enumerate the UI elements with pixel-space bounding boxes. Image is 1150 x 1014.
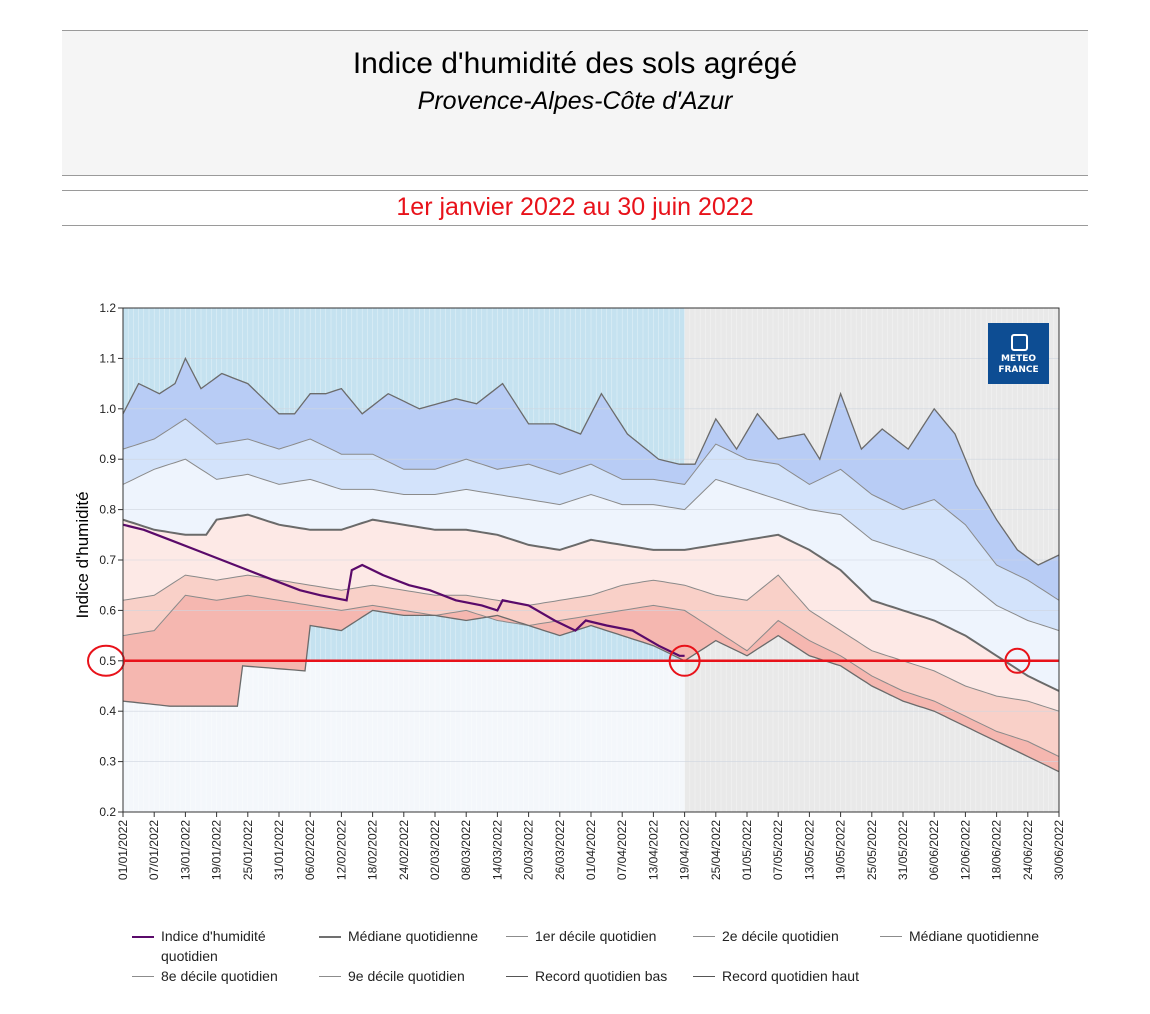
soil-moisture-chart: 0.2 0.3 0.4 0.5 0.6 0.7 0.8 0.9 1.0 1.1 1.2 01/01/2…	[73, 301, 1066, 880]
x-tick-label: 31/05/2022	[896, 820, 910, 880]
legend-label: 1er décile quotidien	[535, 928, 657, 944]
line-decile-8	[122, 458, 1060, 632]
x-tick-label: 02/03/2022	[428, 820, 442, 880]
x-tick-label: 13/04/2022	[646, 820, 660, 880]
legend-label: 8e décile quotidien	[161, 968, 278, 984]
x-tick-label: 01/01/2022	[116, 820, 130, 880]
y-tick-label: 0.3	[99, 755, 116, 769]
legend-label: Médiane quotidienne	[909, 928, 1039, 944]
legend-swatch	[693, 936, 715, 937]
line-daily-index	[122, 523, 685, 657]
x-tick-label: 31/01/2022	[272, 820, 286, 880]
legend-swatch	[506, 936, 528, 937]
band-d9-d8	[123, 418, 1059, 631]
x-tick-label: 19/04/2022	[678, 820, 692, 880]
meteo-france-emblem-icon	[1011, 334, 1028, 351]
line-median	[122, 513, 1060, 692]
x-tick-label: 24/06/2022	[1021, 820, 1035, 880]
band-median-d2	[123, 514, 1059, 712]
line-record-low	[122, 609, 1060, 773]
line-decile-9	[122, 418, 1060, 601]
x-tick-label: 07/05/2022	[771, 820, 785, 880]
x-tick-label: 18/06/2022	[990, 820, 1004, 880]
legend-label: 9e décile quotidien	[348, 968, 465, 984]
legend-swatch	[132, 936, 154, 938]
x-tick-label: 25/01/2022	[241, 820, 255, 880]
x-tick-label: 06/06/2022	[927, 820, 941, 880]
page-title: Indice d'humidité des sols agrégé	[352, 47, 798, 80]
x-tick-label: 19/05/2022	[834, 820, 848, 880]
y-tick-label: 1.2	[99, 301, 116, 315]
y-tick-label: 0.5	[99, 654, 116, 668]
legend-swatch	[880, 936, 902, 937]
x-tick-label: 08/03/2022	[459, 820, 473, 880]
y-tick-label: 0.7	[99, 553, 116, 567]
period-label: 1er janvier 2022 au 30 juin 2022	[396, 193, 754, 221]
period-panel: 1er janvier 2022 au 30 juin 2022	[62, 190, 1088, 226]
line-decile-1	[122, 594, 1060, 758]
legend-swatch	[319, 976, 341, 977]
line-record-high	[122, 356, 1060, 566]
y-tick-label: 0.9	[99, 452, 116, 466]
x-tick-label: 01/04/2022	[584, 820, 598, 880]
legend-swatch	[693, 976, 715, 977]
header-panel: Indice d'humidité des sols agrégé Proven…	[62, 30, 1088, 176]
x-tick-label: 25/05/2022	[865, 820, 879, 880]
legend-label: 2e décile quotidien	[722, 928, 839, 944]
x-tick-label: 07/04/2022	[615, 820, 629, 880]
highlight-circle	[1004, 647, 1031, 674]
y-axis-label: Indice d'humidité	[73, 491, 92, 618]
x-tick-label: 12/02/2022	[334, 820, 348, 880]
x-tick-label: 26/03/2022	[553, 820, 567, 880]
x-tick-label: 13/05/2022	[802, 820, 816, 880]
x-tick-label: 30/06/2022	[1052, 820, 1066, 880]
x-tick-label: 13/01/2022	[178, 820, 192, 880]
legend-swatch	[506, 976, 528, 977]
band-d1-record-low	[123, 595, 1059, 772]
logo-text-line2: FRANCE	[998, 365, 1039, 375]
x-tick-label: 12/06/2022	[958, 820, 972, 880]
legend-label: Indice d'humidité quotidien	[161, 928, 266, 964]
x-tick-label: 14/03/2022	[490, 820, 504, 880]
x-tick-label: 20/03/2022	[522, 820, 536, 880]
band-d8-median	[123, 459, 1059, 691]
x-tick-label: 24/02/2022	[397, 820, 411, 880]
x-tick-label: 07/01/2022	[147, 820, 161, 880]
y-tick-label: 0.8	[99, 503, 116, 517]
y-tick-label: 0.6	[99, 603, 116, 617]
band-record-high-d9	[123, 358, 1059, 601]
y-tick-label: 1.1	[99, 351, 116, 365]
meteo-france-logo: METEO FRANCE	[988, 323, 1049, 384]
highlight-circle	[668, 644, 701, 677]
x-tick-label: 18/02/2022	[366, 820, 380, 880]
x-tick-label: 01/05/2022	[740, 820, 754, 880]
x-tick-label: 25/04/2022	[709, 820, 723, 880]
y-tick-label: 1.0	[99, 402, 116, 416]
chart-legend: Indice d'humidité quotidien Médiane quoti…	[132, 926, 1072, 1006]
chart-area: 0.2 0.3 0.4 0.5 0.6 0.7 0.8 0.9 1.0 1.1 1.2 01/01/2…	[0, 290, 1150, 900]
y-tick-label: 0.4	[99, 704, 116, 718]
legend-label: Record quotidien haut	[722, 968, 859, 984]
y-tick-label: 0.2	[99, 805, 116, 819]
x-tick-label: 19/01/2022	[210, 820, 224, 880]
highlight-circle-y-axis	[87, 644, 125, 677]
logo-text-line1: METEO	[1000, 354, 1037, 364]
band-d2-d1	[123, 575, 1059, 757]
legend-label: Record quotidien bas	[535, 968, 668, 984]
legend-swatch	[132, 976, 154, 977]
region-subtitle: Provence-Alpes-Côte d'Azur	[417, 87, 733, 115]
x-tick-label: 06/02/2022	[303, 820, 317, 880]
legend-swatch	[319, 936, 341, 938]
legend-label: Médiane quotidienne	[348, 928, 478, 944]
